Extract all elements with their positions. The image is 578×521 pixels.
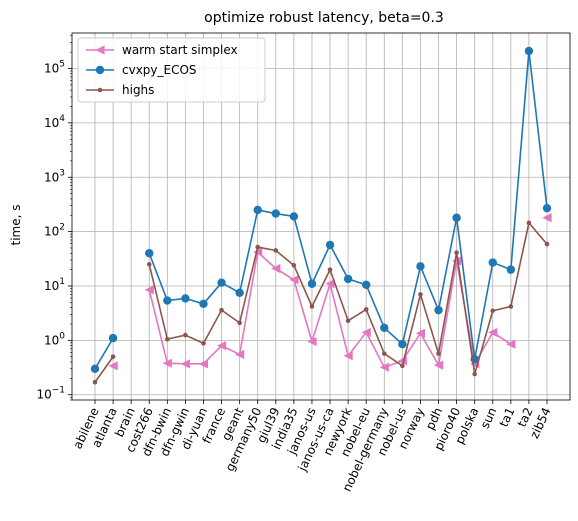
data-point: [183, 332, 188, 338]
data-point: [181, 294, 190, 303]
y-tick-label: 101: [44, 277, 65, 293]
data-point: [145, 249, 154, 258]
data-point: [163, 296, 172, 305]
data-point: [488, 258, 497, 267]
data-point: [433, 360, 444, 370]
data-point: [345, 318, 351, 323]
data-point: [307, 336, 317, 347]
data-point: [273, 248, 279, 253]
data-point: [307, 279, 317, 288]
y-tick-label: 10−1: [36, 386, 65, 402]
data-point: [216, 341, 227, 351]
data-point: [415, 328, 426, 338]
data-point: [146, 262, 152, 267]
data-point: [488, 327, 498, 338]
chart-title: optimize robust latency, beta=0.3: [204, 10, 444, 26]
data-point: [235, 288, 244, 297]
data-point: [436, 351, 441, 356]
data-point: [97, 87, 103, 93]
data-point: [180, 359, 190, 369]
data-point: [108, 333, 118, 343]
data-point: [198, 359, 209, 369]
data-point: [162, 358, 172, 368]
data-point: [327, 267, 333, 272]
data-point: [434, 305, 443, 315]
data-point: [452, 213, 461, 222]
data-point: [418, 292, 423, 297]
data-point: [144, 285, 154, 295]
data-point: [255, 244, 261, 250]
data-point: [508, 304, 514, 309]
data-point: [400, 363, 405, 369]
y-tick-label: 100: [44, 331, 65, 347]
data-point: [398, 339, 407, 349]
data-point: [542, 213, 552, 223]
data-point: [253, 205, 262, 215]
legend-label: cvxpy_ECOS: [122, 63, 197, 77]
data-point: [343, 351, 353, 361]
series-layer: [90, 46, 552, 385]
x-tick-label: ta1: [497, 405, 518, 429]
data-point: [544, 241, 550, 247]
data-point: [380, 323, 389, 333]
data-point: [199, 299, 208, 309]
data-point: [362, 280, 371, 290]
data-point: [363, 307, 369, 312]
data-point: [361, 327, 371, 338]
data-point: [289, 212, 299, 221]
data-point: [379, 362, 389, 372]
x-tick-label: sun: [478, 405, 500, 430]
data-point: [271, 209, 280, 218]
data-point: [472, 371, 477, 377]
y-tick-label: 105: [44, 60, 65, 76]
data-point: [95, 65, 105, 75]
data-point: [506, 339, 516, 349]
data-point: [343, 274, 353, 284]
data-point: [291, 263, 297, 268]
series-highs: [92, 220, 550, 385]
legend-item: warm start simplex: [86, 43, 238, 57]
data-point: [219, 307, 224, 313]
data-point: [253, 247, 263, 257]
data-point: [542, 203, 552, 213]
data-point: [325, 279, 335, 289]
y-axis-label: time, s: [9, 205, 23, 246]
legend-label: warm start simplex: [122, 43, 238, 57]
series-warm-start-simplex: [108, 213, 552, 372]
y-tick-label: 103: [44, 168, 65, 184]
series-line: [94, 356, 114, 383]
data-point: [506, 265, 516, 274]
data-point: [237, 320, 242, 326]
y-tick-label: 102: [44, 223, 65, 239]
data-point: [454, 250, 459, 255]
data-point: [217, 278, 226, 287]
legend-label: highs: [122, 83, 154, 97]
data-point: [381, 351, 387, 356]
data-point: [110, 354, 116, 360]
legend-box: [77, 37, 266, 103]
data-point: [271, 263, 281, 274]
data-point: [309, 304, 315, 309]
legend-item: cvxpy_ECOS: [86, 63, 197, 77]
data-point: [90, 364, 100, 373]
data-point: [524, 46, 534, 56]
data-point: [201, 341, 206, 346]
legend-item: highs: [86, 83, 154, 97]
data-point: [490, 308, 496, 314]
data-point: [108, 361, 118, 371]
plot-frame: [71, 32, 571, 401]
y-tick-label: 104: [44, 114, 65, 130]
data-point: [325, 240, 335, 250]
series-cvxpy-ecos: [90, 46, 552, 373]
data-point: [416, 262, 425, 271]
data-point: [92, 379, 98, 385]
data-point: [95, 45, 105, 55]
data-point: [235, 349, 245, 360]
series-line: [94, 337, 114, 370]
data-point: [289, 275, 299, 285]
data-point: [526, 220, 532, 226]
data-point: [165, 336, 170, 342]
